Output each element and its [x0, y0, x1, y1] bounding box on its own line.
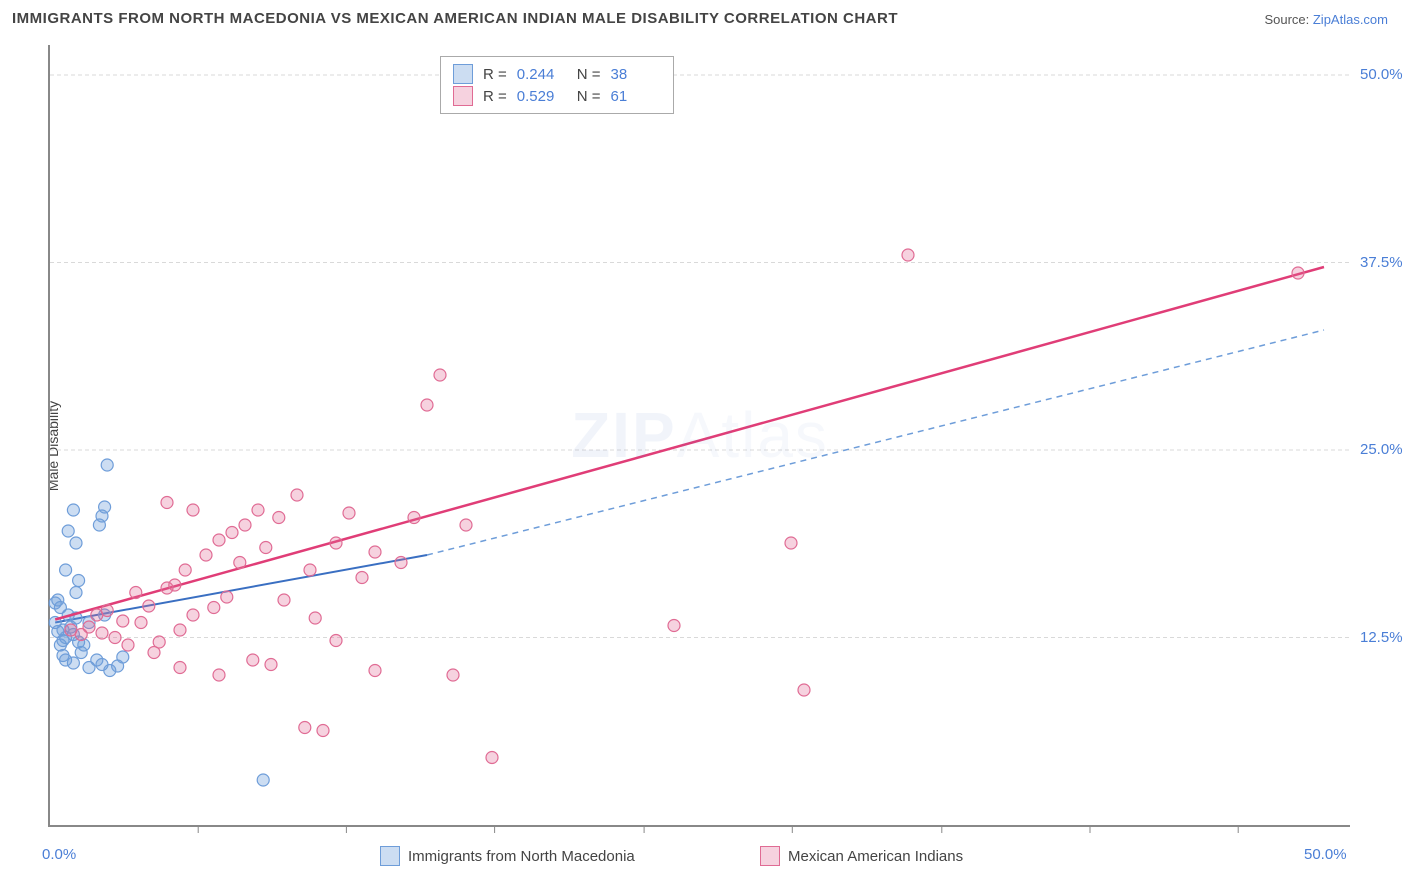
scatter-point: [187, 504, 199, 516]
scatter-point: [57, 635, 69, 647]
scatter-point: [299, 722, 311, 734]
legend-swatch: [453, 86, 473, 106]
scatter-point: [460, 519, 472, 531]
scatter-point: [486, 752, 498, 764]
scatter-point: [291, 489, 303, 501]
scatter-point: [200, 549, 212, 561]
scatter-point: [179, 564, 191, 576]
scatter-point: [70, 587, 82, 599]
scatter-point: [135, 617, 147, 629]
chart-source: Source: ZipAtlas.com: [1264, 12, 1388, 27]
scatter-point: [101, 605, 113, 617]
scatter-point: [73, 575, 85, 587]
scatter-point: [330, 537, 342, 549]
scatter-point: [49, 597, 61, 609]
scatter-point: [239, 519, 251, 531]
scatter-point: [343, 507, 355, 519]
corr-legend-row: R = 0.529N = 61: [453, 85, 661, 107]
scatter-point: [434, 369, 446, 381]
scatter-point: [174, 662, 186, 674]
scatter-point: [356, 572, 368, 584]
scatter-point: [122, 639, 134, 651]
source-link[interactable]: ZipAtlas.com: [1313, 12, 1388, 27]
scatter-point: [148, 647, 160, 659]
chart-svg: [50, 45, 1350, 825]
scatter-point: [369, 546, 381, 558]
scatter-point: [70, 537, 82, 549]
scatter-point: [408, 512, 420, 524]
scatter-point: [101, 459, 113, 471]
scatter-point: [226, 527, 238, 539]
scatter-point: [309, 612, 321, 624]
scatter-point: [421, 399, 433, 411]
y-tick-label: 37.5%: [1360, 254, 1403, 271]
scatter-point: [902, 249, 914, 261]
scatter-point: [60, 564, 72, 576]
scatter-point: [143, 600, 155, 612]
scatter-point: [1292, 267, 1304, 279]
corr-legend-row: R = 0.244N = 38: [453, 63, 661, 85]
plot-area: ZIPAtlas: [48, 45, 1350, 827]
scatter-point: [117, 615, 129, 627]
scatter-point: [317, 725, 329, 737]
scatter-point: [96, 627, 108, 639]
scatter-point: [234, 557, 246, 569]
y-tick-label: 50.0%: [1360, 66, 1403, 83]
scatter-point: [221, 591, 233, 603]
scatter-point: [798, 684, 810, 696]
scatter-point: [265, 659, 277, 671]
scatter-point: [369, 665, 381, 677]
scatter-point: [668, 620, 680, 632]
x-tick-label: 50.0%: [1304, 846, 1347, 863]
scatter-point: [174, 624, 186, 636]
scatter-point: [130, 587, 142, 599]
y-tick-label: 12.5%: [1360, 629, 1403, 646]
correlation-legend: R = 0.244N = 38R = 0.529N = 61: [440, 56, 674, 114]
scatter-point: [247, 654, 259, 666]
legend-swatch: [380, 846, 400, 866]
scatter-point: [213, 534, 225, 546]
scatter-point: [169, 579, 181, 591]
legend-label: Mexican American Indians: [788, 848, 963, 865]
x-tick-label: 0.0%: [42, 846, 76, 863]
scatter-point: [252, 504, 264, 516]
scatter-point: [330, 635, 342, 647]
scatter-point: [67, 657, 79, 669]
scatter-point: [447, 669, 459, 681]
scatter-point: [395, 557, 407, 569]
scatter-point: [109, 632, 121, 644]
legend-swatch: [453, 64, 473, 84]
scatter-point: [273, 512, 285, 524]
scatter-point: [161, 497, 173, 509]
legend-label: Immigrants from North Macedonia: [408, 848, 635, 865]
scatter-point: [187, 609, 199, 621]
scatter-point: [117, 651, 129, 663]
legend-swatch: [760, 846, 780, 866]
scatter-point: [83, 621, 95, 633]
y-tick-label: 25.0%: [1360, 441, 1403, 458]
source-prefix: Source:: [1264, 12, 1312, 27]
scatter-point: [278, 594, 290, 606]
scatter-point: [260, 542, 272, 554]
scatter-point: [257, 774, 269, 786]
scatter-point: [785, 537, 797, 549]
bottom-legend-item: Immigrants from North Macedonia: [380, 846, 635, 866]
scatter-point: [208, 602, 220, 614]
bottom-legend-item: Mexican American Indians: [760, 846, 963, 866]
scatter-point: [62, 525, 74, 537]
scatter-point: [304, 564, 316, 576]
scatter-point: [213, 669, 225, 681]
chart-title: IMMIGRANTS FROM NORTH MACEDONIA VS MEXIC…: [12, 10, 898, 27]
scatter-point: [99, 501, 111, 513]
scatter-point: [67, 504, 79, 516]
